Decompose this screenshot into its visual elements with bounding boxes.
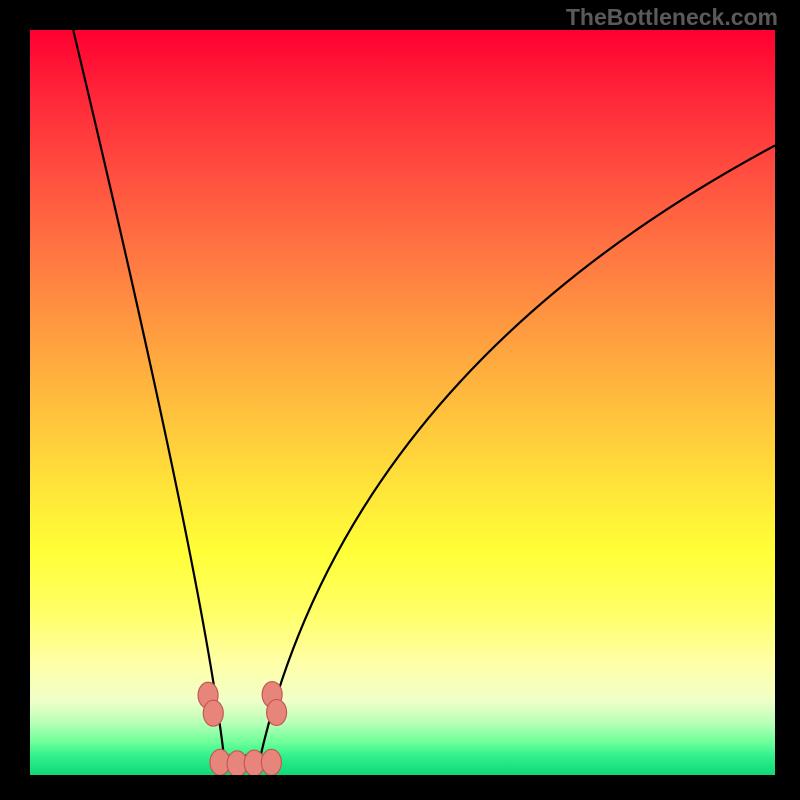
marker-group	[198, 682, 287, 775]
marker-point	[267, 699, 287, 725]
bottleneck-curve-chart	[30, 30, 775, 775]
curve-right	[261, 145, 775, 754]
watermark-text: TheBottleneck.com	[566, 4, 778, 31]
marker-point	[261, 749, 281, 775]
plot-area	[30, 30, 775, 775]
curve-left	[73, 30, 223, 754]
marker-point	[203, 700, 223, 726]
stage: TheBottleneck.com	[0, 0, 800, 800]
